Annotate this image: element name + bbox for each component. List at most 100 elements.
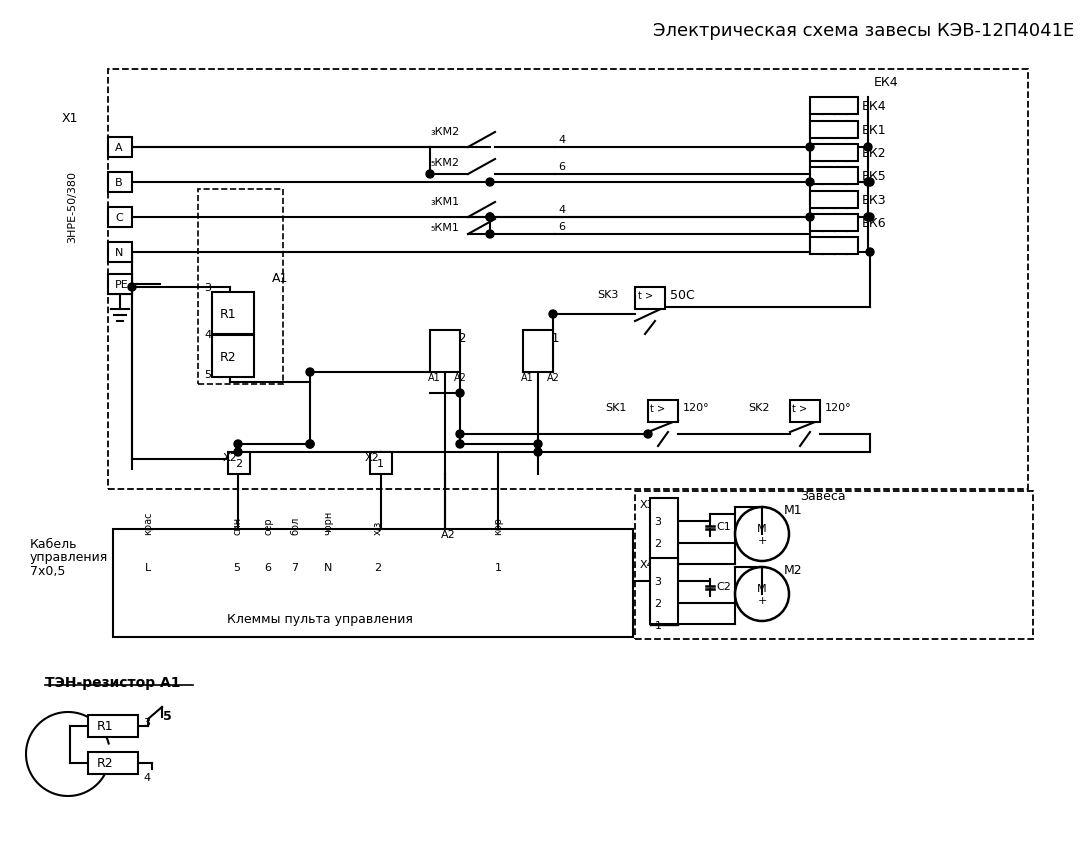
Text: А2: А2 <box>454 373 467 382</box>
Text: КМ1: КМ1 <box>533 331 560 344</box>
Text: 5: 5 <box>163 709 171 722</box>
Bar <box>108 70 1028 489</box>
Bar <box>810 214 859 232</box>
Bar <box>108 173 132 193</box>
Bar <box>108 243 132 263</box>
Text: 2: 2 <box>374 562 382 573</box>
Circle shape <box>549 311 557 319</box>
Bar <box>810 122 859 139</box>
Circle shape <box>864 144 872 152</box>
Text: SK2: SK2 <box>748 403 770 412</box>
Text: 5: 5 <box>204 369 211 380</box>
Text: 4: 4 <box>204 330 211 339</box>
Text: бол: бол <box>291 516 300 535</box>
Bar <box>650 558 678 624</box>
Bar <box>810 238 859 255</box>
Text: Х3: Х3 <box>640 499 655 510</box>
Bar <box>212 293 254 335</box>
Text: N: N <box>324 562 332 573</box>
Text: ЕК3: ЕК3 <box>862 193 887 207</box>
Text: 50С: 50С <box>670 288 695 301</box>
Text: х/з: х/з <box>373 520 383 535</box>
Bar <box>108 138 132 158</box>
Bar <box>88 753 138 774</box>
Text: M
+: M + <box>758 584 766 605</box>
Text: 1: 1 <box>377 458 384 468</box>
Text: 5: 5 <box>233 562 241 573</box>
Text: М2: М2 <box>784 563 802 576</box>
Text: Кабель: Кабель <box>30 538 77 551</box>
Bar <box>198 189 283 385</box>
Circle shape <box>806 214 814 222</box>
Text: X1: X1 <box>62 111 78 124</box>
Circle shape <box>306 369 314 376</box>
Text: 3: 3 <box>655 576 661 586</box>
Text: А1: А1 <box>428 373 441 382</box>
Bar <box>790 400 820 423</box>
Text: 120°: 120° <box>825 403 852 412</box>
Text: B: B <box>115 177 122 188</box>
Text: ЕК4: ЕК4 <box>862 99 887 113</box>
Text: Х2: Х2 <box>223 453 237 462</box>
Text: 1: 1 <box>494 562 502 573</box>
Text: ЕК6: ЕК6 <box>862 216 887 229</box>
Text: ЕК1: ЕК1 <box>862 123 887 136</box>
Bar <box>212 336 254 378</box>
Bar <box>810 145 859 162</box>
Circle shape <box>866 179 874 187</box>
Circle shape <box>806 144 814 152</box>
Text: управления: управления <box>30 551 108 564</box>
Text: t >: t > <box>638 291 654 300</box>
Text: C: C <box>115 213 122 223</box>
Text: 6: 6 <box>558 162 565 172</box>
Circle shape <box>306 441 314 449</box>
Text: ТЭН-резистор А1: ТЭН-резистор А1 <box>46 675 181 689</box>
Text: t >: t > <box>792 404 808 413</box>
Bar <box>522 331 553 373</box>
Circle shape <box>456 441 464 449</box>
Circle shape <box>864 179 872 187</box>
Text: 7х0,5: 7х0,5 <box>30 564 65 577</box>
Bar <box>108 208 132 228</box>
Text: А1: А1 <box>521 373 533 382</box>
Bar <box>88 715 138 737</box>
Text: 120°: 120° <box>683 403 710 412</box>
Text: ЕК5: ЕК5 <box>862 170 887 183</box>
Text: 1: 1 <box>655 620 661 630</box>
Text: 7: 7 <box>292 562 298 573</box>
Text: 3: 3 <box>143 717 150 728</box>
Text: 3НРЕ-50/380: 3НРЕ-50/380 <box>67 170 77 243</box>
Text: SK3: SK3 <box>597 289 618 300</box>
Circle shape <box>534 449 542 456</box>
Bar <box>113 530 633 637</box>
Bar <box>810 168 859 185</box>
Circle shape <box>456 389 464 398</box>
Bar <box>648 400 678 423</box>
Circle shape <box>644 430 651 438</box>
Circle shape <box>486 231 494 238</box>
Text: чорн: чорн <box>323 511 333 535</box>
Text: А2: А2 <box>547 373 559 382</box>
Text: С1: С1 <box>717 522 731 531</box>
Text: 4: 4 <box>558 135 565 145</box>
Text: M
+: M + <box>758 523 766 545</box>
Circle shape <box>306 441 314 449</box>
Text: L: L <box>145 562 151 573</box>
Circle shape <box>234 441 242 449</box>
Circle shape <box>456 430 464 438</box>
Text: ₃КМ1: ₃КМ1 <box>430 197 460 207</box>
Bar <box>635 492 1033 639</box>
Text: 6: 6 <box>558 222 565 232</box>
Text: Х4: Х4 <box>640 560 655 569</box>
Text: 4: 4 <box>143 772 150 782</box>
Text: син: син <box>232 517 242 535</box>
Circle shape <box>534 441 542 449</box>
Circle shape <box>234 449 242 456</box>
Text: Клеммы пульта управления: Клеммы пульта управления <box>227 613 413 626</box>
Text: 4: 4 <box>558 205 565 214</box>
Text: ₅КМ1: ₅КМ1 <box>430 223 459 232</box>
Circle shape <box>864 214 872 222</box>
Bar <box>370 453 392 474</box>
Text: 2: 2 <box>655 598 661 608</box>
Text: ЕК2: ЕК2 <box>862 146 887 159</box>
